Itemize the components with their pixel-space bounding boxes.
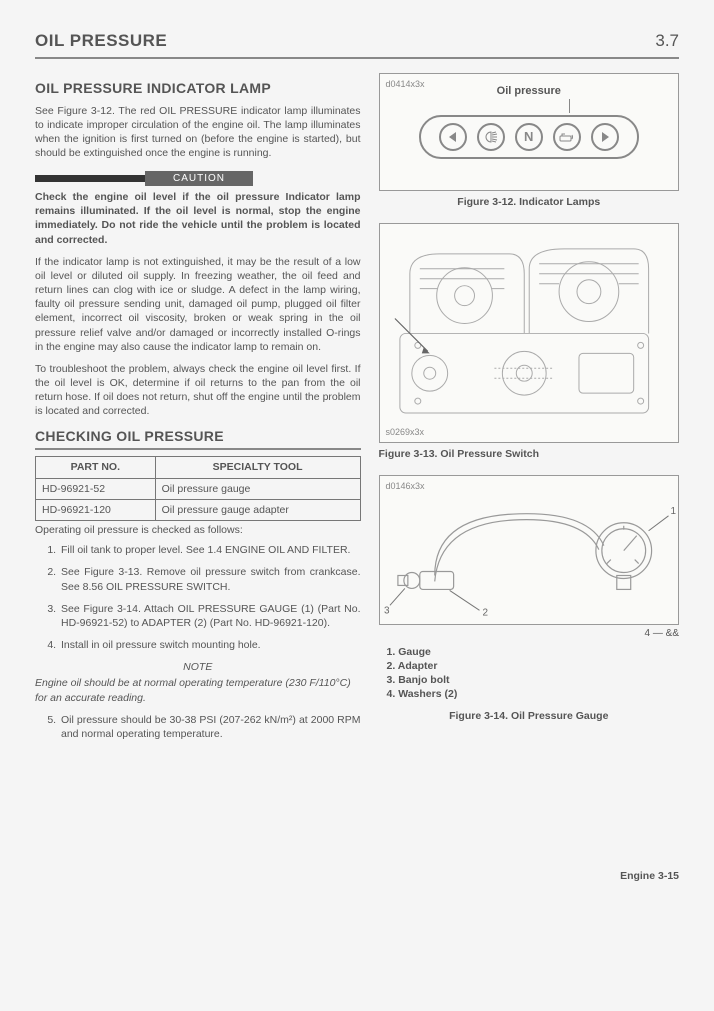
legend-item: 3. Banjo bolt [379, 673, 679, 687]
note-label: NOTE [35, 660, 361, 674]
cell-tool: Oil pressure gauge [155, 478, 360, 499]
table-header-row: PART NO. SPECIALTY TOOL [36, 457, 361, 478]
left-arrow-icon [439, 123, 467, 151]
figure-13-box: s0269x3x [379, 223, 679, 443]
content-columns: OIL PRESSURE INDICATOR LAMP See Figure 3… [35, 73, 679, 749]
fig14-caption: Figure 3-14. Oil Pressure Gauge [379, 709, 679, 723]
fig13-caption: Figure 3-13. Oil Pressure Switch [379, 447, 679, 461]
svg-text:2: 2 [482, 608, 488, 619]
caution-bar: CAUTION [35, 171, 361, 187]
page-header: OIL PRESSURE 3.7 [35, 30, 679, 59]
note-body: Engine oil should be at normal operating… [35, 676, 361, 704]
table-row: HD-96921-52 Oil pressure gauge [36, 478, 361, 499]
col-partno: PART NO. [36, 457, 156, 478]
cell-tool: Oil pressure gauge adapter [155, 499, 360, 520]
gauge-diagram: 1 2 3 [380, 476, 678, 625]
page-number: 3.7 [655, 30, 679, 53]
caution-text: Check the engine oil level if the oil pr… [35, 190, 361, 247]
step-item: Install in oil pressure switch mounting … [59, 638, 361, 652]
right-column: d0414x3x Oil pressure N [379, 73, 679, 749]
caution-lead-stripe [35, 175, 145, 182]
fig14-legend: 1. Gauge 2. Adapter 3. Banjo bolt 4. Was… [379, 645, 679, 702]
svg-text:3: 3 [383, 606, 389, 617]
page-title: OIL PRESSURE [35, 30, 167, 53]
legend-item: 1. Gauge [379, 645, 679, 659]
cell-pn: HD-96921-52 [36, 478, 156, 499]
legend-item: 2. Adapter [379, 659, 679, 673]
step-item: See Figure 3-14. Attach OIL PRESSURE GAU… [59, 602, 361, 630]
figure-12-box: d0414x3x Oil pressure N [379, 73, 679, 191]
headlight-icon [477, 123, 505, 151]
fig12-code: d0414x3x [386, 78, 425, 90]
caution-block: CAUTION Check the engine oil level if th… [35, 171, 361, 247]
para-troubleshoot: To troubleshoot the problem, always chec… [35, 362, 361, 419]
callout-line [569, 99, 570, 113]
fig14-annot: 4 — && [379, 627, 679, 641]
figure-14-box: d0146x3x [379, 475, 679, 625]
para-causes: If the indicator lamp is not extinguishe… [35, 255, 361, 354]
intro-paragraph: See Figure 3-12. The red OIL PRESSURE in… [35, 104, 361, 161]
indicator-panel: N [419, 115, 639, 159]
heading-checking: CHECKING OIL PRESSURE [35, 427, 361, 451]
oil-icon [553, 123, 581, 151]
table-row: HD-96921-120 Oil pressure gauge adapter [36, 499, 361, 520]
step-item: See Figure 3-13. Remove oil pressure swi… [59, 565, 361, 593]
left-column: OIL PRESSURE INDICATOR LAMP See Figure 3… [35, 73, 361, 749]
lead-text: Operating oil pressure is checked as fol… [35, 523, 361, 537]
steps-list: Fill oil tank to proper level. See 1.4 E… [35, 543, 361, 652]
col-tool: SPECIALTY TOOL [155, 457, 360, 478]
legend-item: 4. Washers (2) [379, 687, 679, 701]
fig12-caption: Figure 3-12. Indicator Lamps [379, 195, 679, 209]
caution-label: CAUTION [145, 171, 253, 187]
cell-pn: HD-96921-120 [36, 499, 156, 520]
neutral-icon: N [515, 123, 543, 151]
steps-list-cont: Oil pressure should be 30-38 PSI (207-26… [35, 713, 361, 741]
tools-table: PART NO. SPECIALTY TOOL HD-96921-52 Oil … [35, 456, 361, 521]
step-item: Oil pressure should be 30-38 PSI (207-26… [59, 713, 361, 741]
heading-indicator-lamp: OIL PRESSURE INDICATOR LAMP [35, 79, 361, 98]
svg-text:1: 1 [670, 506, 676, 517]
right-arrow-icon [591, 123, 619, 151]
engine-diagram [380, 224, 678, 443]
page-footer: Engine 3-15 [35, 869, 679, 883]
step-item: Fill oil tank to proper level. See 1.4 E… [59, 543, 361, 557]
fig12-label: Oil pressure [386, 84, 672, 99]
